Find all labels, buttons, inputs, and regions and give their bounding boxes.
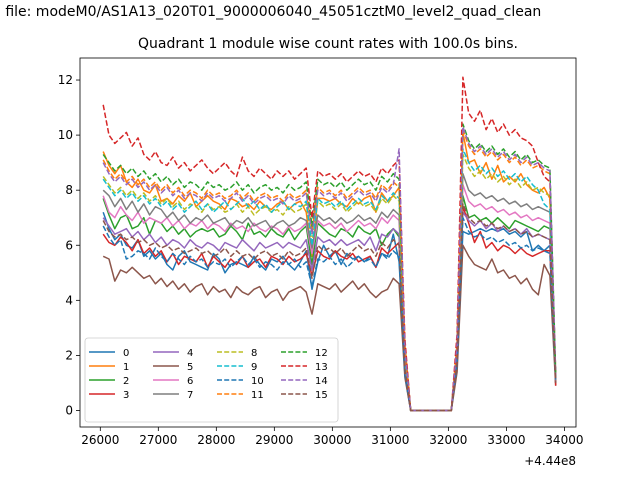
x-tick-label: 30000 bbox=[313, 433, 351, 447]
file-suptitle: n file: modeM0/AS1A13_020T01_9000006040_… bbox=[0, 4, 542, 20]
x-tick-label: 28000 bbox=[197, 433, 235, 447]
series-line-14 bbox=[102, 126, 557, 412]
y-tick-label: 10 bbox=[58, 128, 73, 142]
legend-label-15: 15 bbox=[315, 390, 328, 401]
y-tick-label: 8 bbox=[65, 183, 73, 197]
y-tick-label: 4 bbox=[65, 293, 73, 307]
series-line-15 bbox=[102, 203, 557, 412]
y-tick-label: 6 bbox=[65, 238, 73, 252]
x-tick-label: 27000 bbox=[139, 433, 177, 447]
legend-label-14: 14 bbox=[315, 376, 328, 387]
series-lines bbox=[102, 76, 557, 412]
legend-label-10: 10 bbox=[251, 376, 264, 387]
x-axis: 26000 27000 28000 29000 30000 31000 32000 33000… bbox=[81, 427, 583, 447]
y-tick-label: 12 bbox=[58, 73, 73, 87]
series-line-8 bbox=[102, 153, 557, 412]
legend-label-1: 1 bbox=[123, 362, 129, 373]
x-tick-label: 26000 bbox=[81, 433, 119, 447]
x-axis-offset-label: +4.44e8 bbox=[524, 454, 576, 468]
x-tick-label: 34000 bbox=[545, 433, 583, 447]
chart-title: Quadrant 1 module wise count rates with … bbox=[138, 36, 518, 52]
x-tick-label: 29000 bbox=[255, 433, 293, 447]
legend-label-2: 2 bbox=[123, 376, 129, 387]
series-line-9 bbox=[102, 148, 557, 412]
legend-label-7: 7 bbox=[187, 390, 193, 401]
series-line-11 bbox=[102, 128, 557, 412]
y-tick-label: 0 bbox=[65, 403, 73, 417]
legend-label-4: 4 bbox=[187, 348, 193, 359]
legend-label-11: 11 bbox=[251, 390, 264, 401]
y-tick-label: 2 bbox=[65, 348, 73, 362]
x-tick-label: 33000 bbox=[487, 433, 525, 447]
legend-label-5: 5 bbox=[187, 362, 193, 373]
series-line-10 bbox=[102, 216, 557, 412]
x-tick-label: 32000 bbox=[429, 433, 467, 447]
legend-label-6: 6 bbox=[187, 376, 193, 387]
legend-label-3: 3 bbox=[123, 390, 129, 401]
legend-label-13: 13 bbox=[315, 362, 328, 373]
series-line-3 bbox=[102, 205, 557, 412]
series-line-7 bbox=[102, 172, 557, 412]
legend-label-12: 12 bbox=[315, 348, 328, 359]
series-line-1 bbox=[102, 131, 557, 412]
series-line-13 bbox=[102, 76, 557, 412]
legend-label-8: 8 bbox=[251, 348, 257, 359]
legend-label-0: 0 bbox=[123, 348, 129, 359]
series-line-12 bbox=[102, 123, 557, 412]
legend-box bbox=[84, 337, 339, 423]
x-tick-label: 31000 bbox=[371, 433, 409, 447]
legend-label-9: 9 bbox=[251, 362, 257, 373]
y-axis: 0 2 4 6 8 10 12 bbox=[58, 73, 80, 417]
plot-frame bbox=[79, 57, 577, 428]
series-line-5 bbox=[102, 244, 557, 412]
